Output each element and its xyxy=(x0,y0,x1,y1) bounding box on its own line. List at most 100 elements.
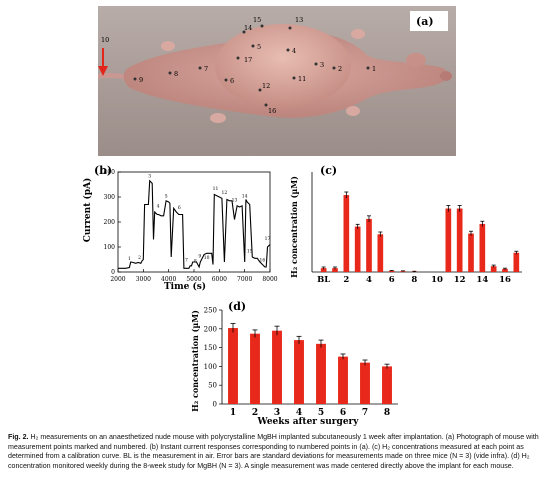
chart-c-ylabel: H₂ concentration (µM) xyxy=(289,176,299,278)
implant-bulge xyxy=(215,24,351,108)
chart-b: (b) 2000 3000 4000 5000 6000 7000 8000 0 100 200 3… xyxy=(82,164,278,292)
mouse-photo: (a) 10 1 2 3 4 5 6 7 8 9 11 xyxy=(98,6,456,156)
chart-d-ytick-label: 100 xyxy=(204,363,217,371)
chart-d-xtick-label: 2 xyxy=(252,408,258,418)
chart-d-xlabel: Weeks after surgery xyxy=(256,417,359,427)
chart-b-point-label: 17 xyxy=(265,236,271,242)
chart-d-bar xyxy=(294,340,304,404)
chart-b-point-label: 14 xyxy=(242,194,248,200)
figure-caption: Fig. 2. H₂ measurements on an anaestheti… xyxy=(8,433,548,471)
chart-d-xtick-label: 4 xyxy=(296,408,302,418)
point-dot-13 xyxy=(288,26,292,30)
point-label-8: 8 xyxy=(174,70,178,78)
chart-c-xtick-label: 16 xyxy=(499,275,511,285)
mouse-foot xyxy=(351,29,365,39)
point-dot-1 xyxy=(366,66,370,70)
chart-c: (c) BL 2 4 6 8 10 12 14 16 H₂ concentration (µM) xyxy=(289,164,522,285)
measurement-points: 1 2 3 4 5 6 7 8 9 11 12 13 14 1 xyxy=(133,16,376,115)
chart-d-ytick-label: 150 xyxy=(204,344,217,352)
chart-c-xtick-label: 2 xyxy=(343,275,349,285)
chart-d-ytick-label: 0 xyxy=(213,401,217,409)
chart-d-xtick-label: 6 xyxy=(340,408,346,418)
point-label-17: 17 xyxy=(244,56,252,64)
chart-d-bar xyxy=(338,356,348,404)
chart-c-bar xyxy=(468,233,474,272)
chart-d-xtick-label: 7 xyxy=(362,408,368,418)
chart-b-point-label: 7 xyxy=(185,257,188,263)
chart-d-xtick-label: 5 xyxy=(318,408,324,418)
caption-text: H₂ measurements on an anaesthetized nude… xyxy=(8,433,539,470)
chart-c-xtick-label: 14 xyxy=(476,275,488,285)
chart-b-xtick-label: 5000 xyxy=(186,276,201,283)
chart-b-point-label: 3 xyxy=(148,174,151,180)
chart-c-xtick-label: BL xyxy=(317,275,330,285)
chart-d-ytick-label: 250 xyxy=(204,307,217,315)
chart-b-point-label: 9 xyxy=(198,254,201,260)
point-label-15: 15 xyxy=(253,16,261,24)
chart-c-xtick-label: 10 xyxy=(431,275,443,285)
point-label-9: 9 xyxy=(139,76,143,84)
point-label-3: 3 xyxy=(320,61,324,69)
point-label-6: 6 xyxy=(230,77,234,85)
chart-d-bar xyxy=(250,333,260,404)
point-dot-6 xyxy=(224,78,228,82)
point-dot-17 xyxy=(236,56,240,60)
chart-b-plot: 2000 3000 4000 5000 6000 7000 8000 0 100 200 300 40… xyxy=(104,169,278,283)
chart-b-ytick-label: 200 xyxy=(104,219,116,226)
chart-d-ytick-label: 50 xyxy=(208,382,217,390)
point-label-4: 4 xyxy=(292,47,296,55)
point-label-13: 13 xyxy=(295,16,303,24)
chart-b-xtick-label: 8000 xyxy=(262,276,277,283)
point-dot-4 xyxy=(286,48,290,52)
mouse-nose xyxy=(440,71,452,81)
chart-b-point-label: 16 xyxy=(260,257,266,263)
chart-b-xlabel: Time (s) xyxy=(164,281,206,292)
chart-c-bar xyxy=(320,268,327,272)
chart-b-point-label: 13 xyxy=(232,197,238,203)
panel-a-label: (a) xyxy=(416,15,434,28)
chart-d-bar xyxy=(316,343,326,404)
point-dot-15 xyxy=(260,24,264,28)
chart-d-bar xyxy=(228,328,238,404)
chart-b-point-label: 12 xyxy=(222,190,228,196)
chart-b-point-label: 10 xyxy=(204,255,210,261)
point-dot-5 xyxy=(251,44,255,48)
point-dot-7 xyxy=(198,66,202,70)
chart-c-xtick-label: 8 xyxy=(411,275,417,285)
chart-d-bar xyxy=(382,366,392,404)
mouse-photo-svg: (a) 10 1 2 3 4 5 6 7 8 9 11 xyxy=(98,6,456,156)
chart-c-xtick-label: 6 xyxy=(389,275,395,285)
panel-d-label: (d) xyxy=(228,300,246,313)
chart-c-bar xyxy=(343,195,350,272)
point-label-16: 16 xyxy=(268,107,276,115)
chart-d-xtick-label: 1 xyxy=(230,408,236,418)
chart-d-plot: 0 50 100 150 200 250 1 2 3 4 5 6 7 8 xyxy=(204,307,398,418)
point-label-7: 7 xyxy=(204,65,208,73)
chart-b-point-label: 4 xyxy=(157,204,160,210)
chart-c-plot: BL 2 4 6 8 10 12 14 16 xyxy=(311,172,522,285)
chart-c-bar xyxy=(456,208,463,272)
chart-b-point-label: 11 xyxy=(213,186,219,192)
chart-d-ytick-label: 200 xyxy=(204,325,217,333)
point-label-10: 10 xyxy=(101,36,109,44)
chart-c-bar xyxy=(388,270,395,272)
point-dot-14 xyxy=(242,30,246,34)
point-dot-8 xyxy=(168,71,172,75)
point-label-5: 5 xyxy=(257,43,261,51)
chart-b-point-label: 8 xyxy=(194,259,197,265)
point-dot-2 xyxy=(332,66,336,70)
chart-b-ytick-label: 100 xyxy=(104,244,116,251)
chart-b-point-label: 1 xyxy=(128,256,131,262)
chart-b-point-label: 15 xyxy=(247,249,253,255)
chart-c-bar xyxy=(490,266,497,272)
chart-d: (d) 0 50 100 150 200 250 1 2 3 4 5 6 7 8 Weeks after … xyxy=(190,300,398,427)
caption-fig-label: Fig. 2. xyxy=(8,433,29,441)
chart-c-bar xyxy=(332,268,338,272)
chart-c-bar xyxy=(354,226,361,272)
arrow-head-icon xyxy=(98,66,108,76)
mouse-foot xyxy=(210,113,226,123)
chart-b-xtick-label: 2000 xyxy=(110,276,125,283)
chart-c-xtick-label: 12 xyxy=(454,275,466,285)
mouse-foot xyxy=(161,41,175,51)
mouse-foot xyxy=(346,106,360,116)
